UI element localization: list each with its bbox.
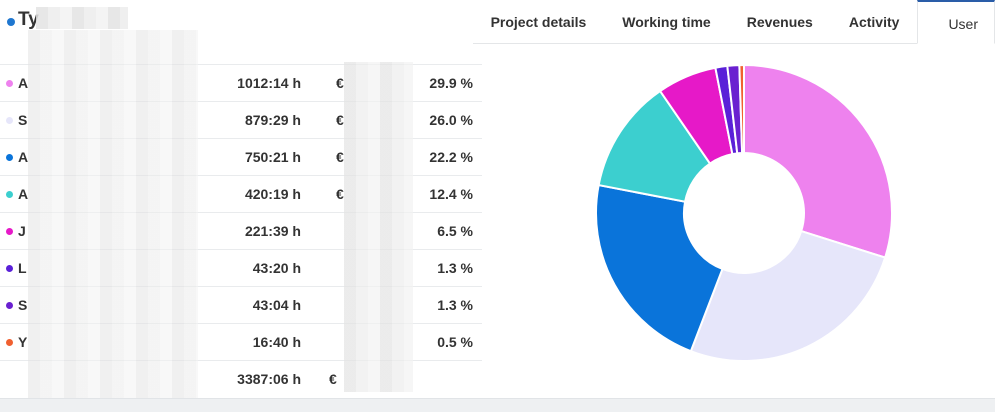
user-color-dot bbox=[6, 265, 13, 272]
revenue: € bbox=[336, 75, 344, 91]
table-row: S 43:04 h 1.3 % bbox=[0, 286, 482, 323]
percent-share: 29.9 % bbox=[429, 75, 473, 91]
working-time: 750:21 h bbox=[244, 149, 301, 165]
percent-share: 1.3 % bbox=[437, 260, 473, 276]
tab-user[interactable]: User bbox=[917, 0, 995, 44]
percent-share: 22.2 % bbox=[429, 149, 473, 165]
donut-slice[interactable] bbox=[689, 229, 887, 362]
user-color-dot bbox=[6, 302, 13, 309]
donut-slice[interactable] bbox=[738, 63, 745, 155]
percent-share: 1.3 % bbox=[437, 297, 473, 313]
working-time: 16:40 h bbox=[252, 334, 301, 350]
user-share-donut-chart bbox=[594, 63, 894, 363]
table-row: A 1012:14 h €29.9 % bbox=[0, 64, 482, 101]
title-bar: Ty bbox=[0, 0, 480, 40]
working-time: 43:20 h bbox=[252, 260, 301, 276]
working-time: 1012:14 h bbox=[237, 75, 301, 91]
percent-share: 12.4 % bbox=[429, 186, 473, 202]
user-color-dot bbox=[6, 117, 13, 124]
user-name: L bbox=[18, 260, 27, 276]
total-working-time: 3387:06 h bbox=[237, 371, 301, 387]
user-name: A bbox=[18, 186, 29, 202]
redacted-revenue-block bbox=[344, 62, 413, 392]
working-time: 420:19 h bbox=[244, 186, 301, 202]
user-name: S bbox=[18, 297, 28, 313]
table-row: J 221:39 h 6.5 % bbox=[0, 212, 482, 249]
user-name: Y bbox=[18, 334, 28, 350]
donut-slice[interactable] bbox=[743, 63, 893, 259]
user-name: J bbox=[18, 223, 26, 239]
user-color-dot bbox=[6, 339, 13, 346]
user-name: A bbox=[18, 75, 29, 91]
user-color-dot bbox=[6, 228, 13, 235]
revenue: € bbox=[336, 112, 344, 128]
percent-share: 6.5 % bbox=[437, 223, 473, 239]
total-revenue: € bbox=[329, 371, 337, 387]
total-row: 3387:06 h € bbox=[0, 360, 482, 397]
user-name: S bbox=[18, 112, 28, 128]
page-title: Ty bbox=[18, 9, 39, 30]
tab-project-details[interactable]: Project details bbox=[490, 14, 587, 30]
table-row: Y 16:40 h 0.5 % bbox=[0, 323, 482, 360]
donut-svg bbox=[595, 63, 893, 362]
percent-share: 0.5 % bbox=[437, 334, 473, 350]
revenue: € bbox=[336, 186, 344, 202]
user-time-table: A 1012:14 h €29.9 % S 879:29 h €26.0 % A 750:21… bbox=[0, 64, 482, 397]
table-row: A 420:19 h €12.4 % bbox=[0, 175, 482, 212]
table-row: S 879:29 h €26.0 % bbox=[0, 101, 482, 138]
revenue: € bbox=[336, 149, 344, 165]
table-row: A 750:21 h €22.2 % bbox=[0, 138, 482, 175]
user-color-dot bbox=[6, 80, 13, 87]
tab-revenues[interactable]: Revenues bbox=[746, 14, 813, 30]
donut-slice[interactable] bbox=[595, 183, 724, 353]
redacted-title bbox=[36, 7, 128, 29]
user-color-dot bbox=[6, 191, 13, 198]
table-row: L 43:20 h 1.3 % bbox=[0, 249, 482, 286]
user-name: A bbox=[18, 149, 29, 165]
working-time: 221:39 h bbox=[244, 223, 301, 239]
title-color-dot bbox=[7, 18, 15, 26]
redacted-name-block bbox=[28, 30, 198, 410]
tab-working-time[interactable]: Working time bbox=[622, 14, 711, 30]
percent-share: 26.0 % bbox=[429, 112, 473, 128]
tab-bar: Project details Working time Revenues Ac… bbox=[472, 0, 995, 44]
tab-activity[interactable]: Activity bbox=[848, 14, 900, 30]
working-time: 879:29 h bbox=[244, 112, 301, 128]
user-color-dot bbox=[6, 154, 13, 161]
footer-bar bbox=[0, 398, 995, 412]
working-time: 43:04 h bbox=[252, 297, 301, 313]
